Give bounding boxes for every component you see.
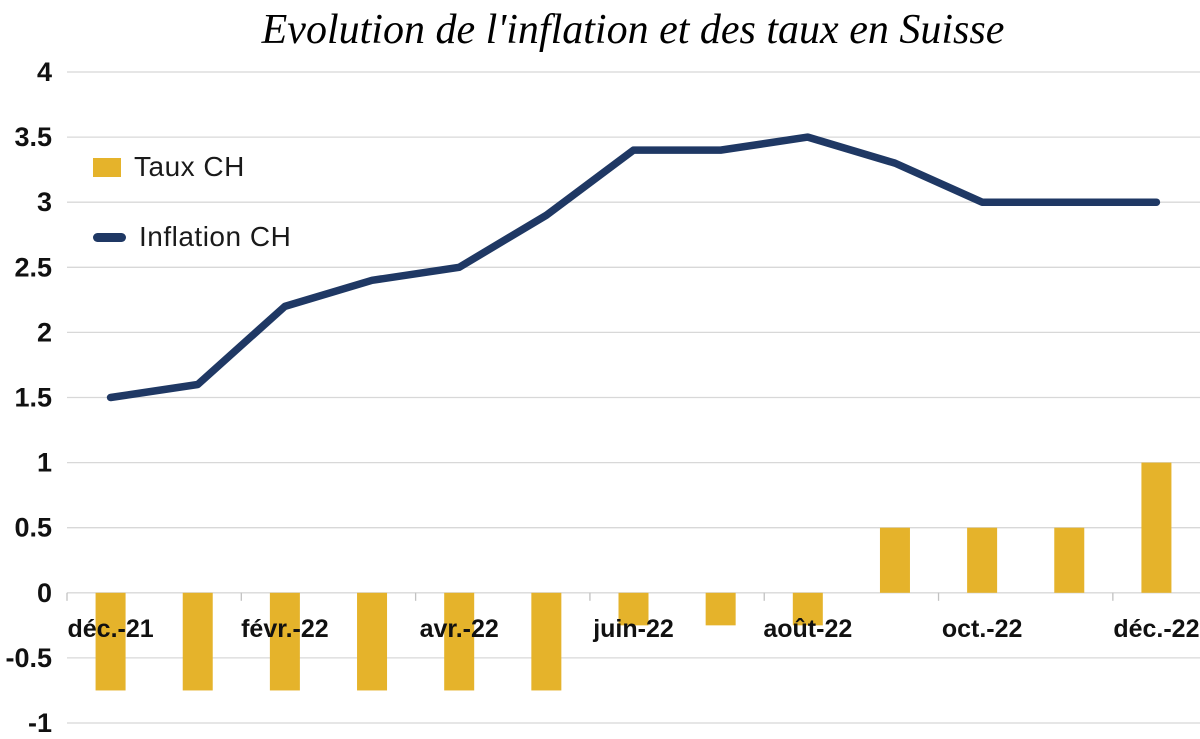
svg-text:oct.-22: oct.-22 [942,615,1023,643]
svg-text:4: 4 [37,57,52,87]
bar-swatch-icon [93,157,121,177]
svg-text:0: 0 [37,578,52,608]
line-swatch-icon [93,232,126,242]
legend-label-inflation-ch: Inflation CH [139,221,292,252]
svg-text:2.5: 2.5 [14,252,52,282]
chart-title: Evolution de l'inflation et des taux en … [261,7,1005,53]
svg-text:3.5: 3.5 [14,122,52,152]
svg-text:2: 2 [37,317,52,347]
svg-text:déc.-21: déc.-21 [67,615,153,643]
svg-text:juin-22: juin-22 [592,615,674,643]
legend-label-taux-ch: Taux CH [134,151,245,182]
svg-text:1.5: 1.5 [14,383,52,413]
svg-text:avr.-22: avr.-22 [420,615,499,643]
legend-item-taux-ch: Taux CH [93,148,291,186]
svg-text:-0.5: -0.5 [5,643,52,673]
svg-text:févr.-22: févr.-22 [241,615,329,643]
svg-text:3: 3 [37,187,52,217]
chart-legend: Taux CH Inflation CH [93,148,291,256]
svg-text:-1: -1 [28,708,52,738]
svg-text:déc.-22: déc.-22 [1113,615,1199,643]
svg-text:août-22: août-22 [763,615,852,643]
legend-item-inflation-ch: Inflation CH [93,218,291,256]
svg-text:1: 1 [37,448,52,478]
svg-text:0.5: 0.5 [14,513,52,543]
